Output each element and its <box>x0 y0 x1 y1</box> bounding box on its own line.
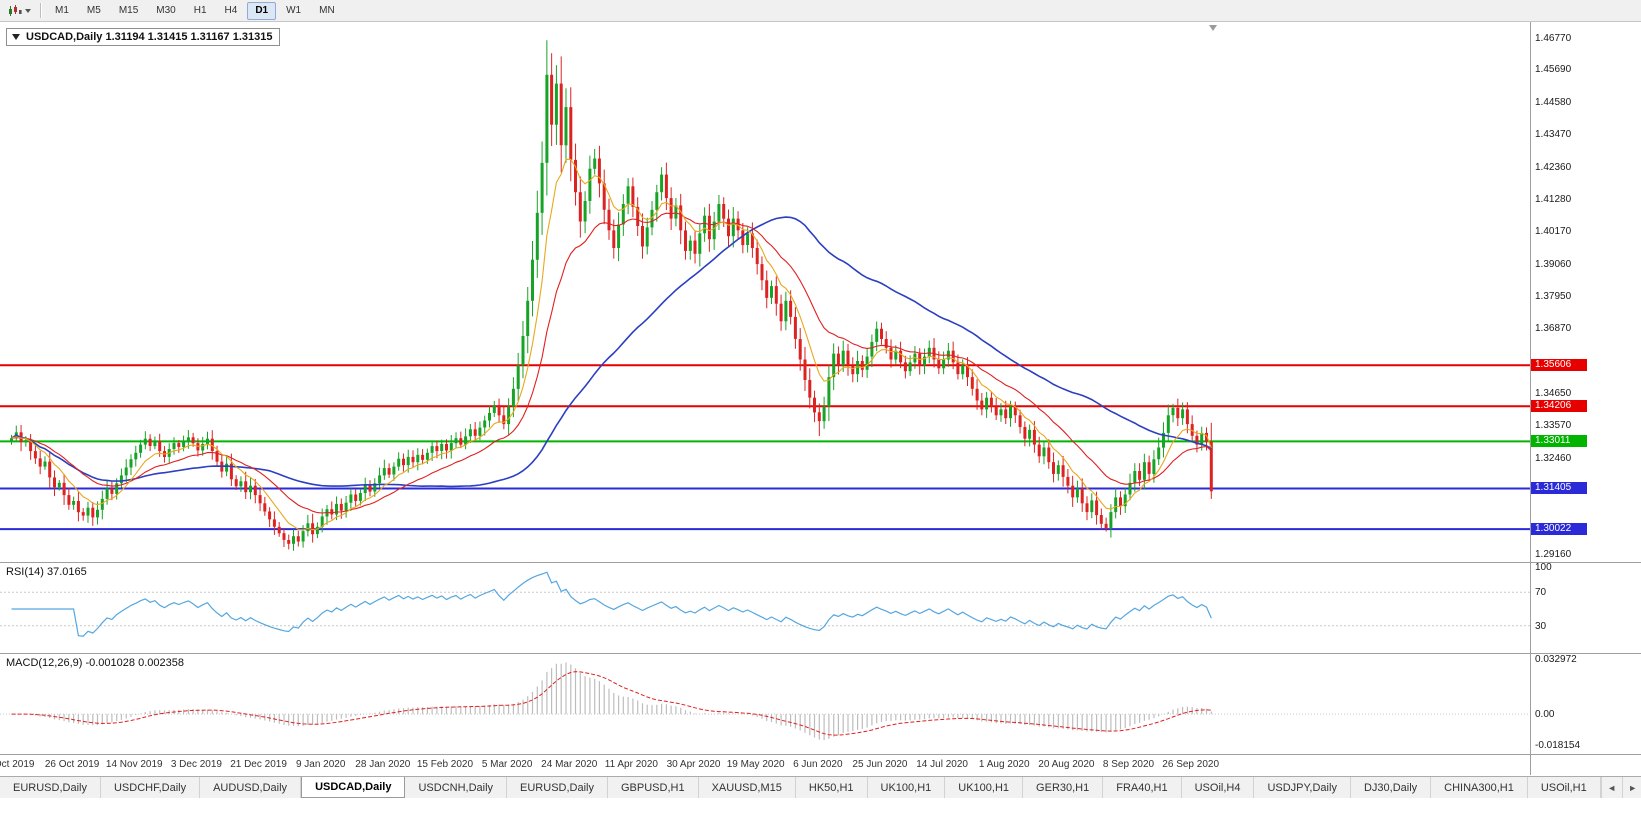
date-axis-label: 5 Mar 2020 <box>481 759 533 770</box>
dropdown-caret-icon <box>25 8 31 13</box>
date-axis: 8 Oct 2019 26 Oct 2019 14 Nov 2019 3 Dec 20… <box>0 755 1641 775</box>
chart-tab-ger30-h1[interactable]: GER30,H1 <box>1023 777 1104 798</box>
date-axis-label: 26 Sep 2020 <box>1162 759 1220 770</box>
pane-separator[interactable] <box>0 562 1641 563</box>
macd-indicator-label: MACD(12,26,9) -0.001028 0.002358 <box>6 657 184 669</box>
chart-tab-usdjpy-daily[interactable]: USDJPY,Daily <box>1254 777 1351 798</box>
chart-tab-xauusd-m15[interactable]: XAUUSD,M15 <box>698 777 796 798</box>
main-price-chart-pane[interactable] <box>0 22 1641 562</box>
date-axis-label: 8 Sep 2020 <box>1102 759 1155 770</box>
date-axis-label: 21 Dec 2019 <box>230 759 287 770</box>
chart-tab-usoil-h1[interactable]: USOil,H1 <box>1527 777 1601 798</box>
chart-tab-uk100-h1[interactable]: UK100,H1 <box>945 777 1024 798</box>
chart-tab-usdcnh-daily[interactable]: USDCNH,Daily <box>405 777 508 798</box>
candlestick-chart-icon <box>9 4 22 16</box>
timeframe-button-mn[interactable]: MN <box>319 4 335 16</box>
date-axis-label: 14 Jul 2020 <box>916 759 968 770</box>
date-axis-label: 24 Mar 2020 <box>541 759 598 770</box>
date-axis-label: 30 Apr 2020 <box>666 759 721 770</box>
pane-separator <box>0 754 1641 755</box>
date-axis-label: 20 Aug 2020 <box>1038 759 1095 770</box>
chart-tab-gbpusd-h1[interactable]: GBPUSD,H1 <box>608 777 699 798</box>
timeframe-button-m15[interactable]: M15 <box>118 4 139 16</box>
timeframe-button-group: M1 M5 M15 M30 H1 H4 D1 W1 MN <box>46 1 344 20</box>
chart-type-button[interactable] <box>4 3 35 19</box>
date-axis-label: 1 Aug 2020 <box>978 759 1030 770</box>
chart-shift-marker-icon[interactable] <box>1209 25 1217 31</box>
date-axis-label: 9 Jan 2020 <box>295 759 346 770</box>
chart-tab-usdchf-daily[interactable]: USDCHF,Daily <box>100 777 201 798</box>
chart-tab-china300-h1[interactable]: CHINA300,H1 <box>1431 777 1528 798</box>
tab-scroll-right-icon[interactable]: ► <box>1621 777 1641 798</box>
date-axis-label: 26 Oct 2019 <box>44 759 100 770</box>
timeframe-button-w1[interactable]: W1 <box>286 4 302 16</box>
timeframe-button-m30[interactable]: M30 <box>156 4 176 16</box>
date-axis-label: 14 Nov 2019 <box>105 759 163 770</box>
horizontal-level-lines <box>0 364 1530 531</box>
date-axis-label: 25 Jun 2020 <box>852 759 908 770</box>
date-axis-label: 28 Jan 2020 <box>355 759 411 770</box>
timeframe-button-h1[interactable]: H1 <box>193 4 207 16</box>
timeframe-button-h4[interactable]: H4 <box>224 4 238 16</box>
date-axis-label: 6 Jun 2020 <box>793 759 843 770</box>
toolbar-separator <box>40 3 41 18</box>
chart-tab-usoil-h4[interactable]: USOil,H4 <box>1181 777 1255 798</box>
date-axis-label: 15 Feb 2020 <box>416 759 474 770</box>
chart-tab-usdcad-daily[interactable]: USDCAD,Daily <box>301 777 406 798</box>
timeframe-button-m1[interactable]: M1 <box>55 4 69 16</box>
timeframe-button-d1[interactable]: D1 <box>247 1 277 20</box>
moving-averages <box>11 158 1212 531</box>
chart-tab-uk100-h1[interactable]: UK100,H1 <box>867 777 946 798</box>
chart-tab-eurusd-daily[interactable]: EURUSD,Daily <box>0 777 101 798</box>
chart-title-text: USDCAD,Daily 1.31194 1.31415 1.31167 1.3… <box>26 31 273 43</box>
chart-tab-fra40-h1[interactable]: FRA40,H1 <box>1103 777 1182 798</box>
chart-tab-audusd-daily[interactable]: AUDUSD,Daily <box>200 777 302 798</box>
chart-tab-bar: EURUSD,Daily USDCHF,Daily AUDUSD,Daily USDC… <box>0 776 1641 798</box>
chart-tab-dj30-daily[interactable]: DJ30,Daily <box>1350 777 1432 798</box>
date-axis-label: 8 Oct 2019 <box>0 759 35 770</box>
chart-tab-hk50-h1[interactable]: HK50,H1 <box>795 777 868 798</box>
chart-ohlc-readout[interactable]: USDCAD,Daily 1.31194 1.31415 1.31167 1.3… <box>6 28 281 46</box>
pane-separator[interactable] <box>0 653 1641 654</box>
chart-tab-strip: EURUSD,Daily USDCHF,Daily AUDUSD,Daily USDC… <box>0 777 1601 798</box>
ohlc-collapse-icon[interactable] <box>12 34 20 40</box>
date-axis-label: 19 May 2020 <box>726 759 785 770</box>
date-axis-label: 3 Dec 2019 <box>170 759 222 770</box>
price-axis-border <box>1530 22 1531 775</box>
tab-scroll-left-icon[interactable]: ◄ <box>1600 777 1622 798</box>
tab-scroll-arrows: ◄ ► <box>1600 777 1641 798</box>
candlesticks <box>10 40 1213 551</box>
timeframe-button-m5[interactable]: M5 <box>86 4 101 16</box>
macd-histogram <box>15 662 1212 741</box>
rsi-indicator-label: RSI(14) 37.0165 <box>6 566 87 578</box>
chart-tab-eurusd-daily[interactable]: EURUSD,Daily <box>507 777 608 798</box>
timeframe-toolbar: M1 M5 M15 M30 H1 H4 D1 W1 MN <box>0 0 1641 22</box>
rsi-indicator-pane[interactable] <box>0 563 1641 653</box>
macd-indicator-pane[interactable] <box>0 654 1641 754</box>
date-axis-label: 11 Apr 2020 <box>604 759 658 770</box>
